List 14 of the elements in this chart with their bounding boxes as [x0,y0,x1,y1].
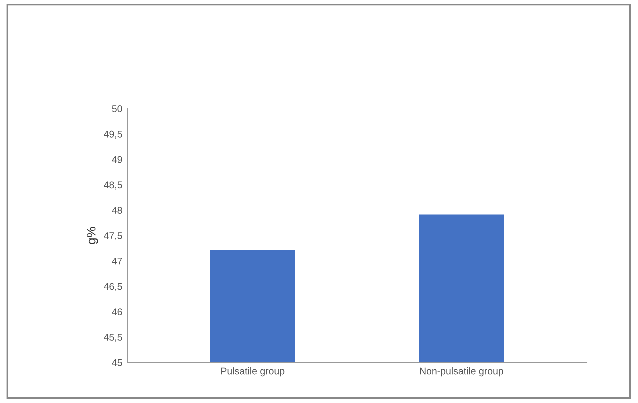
y-tick-label: 47,5 [104,232,122,241]
y-tick-label: 47 [112,258,122,265]
y-tick-label: 49,5 [104,130,122,139]
x-tick-label: Pulsatile group [222,368,285,377]
y-tick-label: 48 [112,207,122,214]
y-tick-label: 49 [112,156,122,164]
x-tick-label: Non-pulsatile group [420,368,504,377]
y-tick-label: 46,5 [104,283,122,292]
y-tick-label: 48,5 [104,182,122,190]
y-tick-label: 50 [112,106,122,112]
y-tick-label: 46 [112,308,122,316]
y-tick-label: 45 [112,360,122,366]
y-tick-label: 45,5 [104,334,122,342]
y-axis-title: g% [86,227,98,244]
